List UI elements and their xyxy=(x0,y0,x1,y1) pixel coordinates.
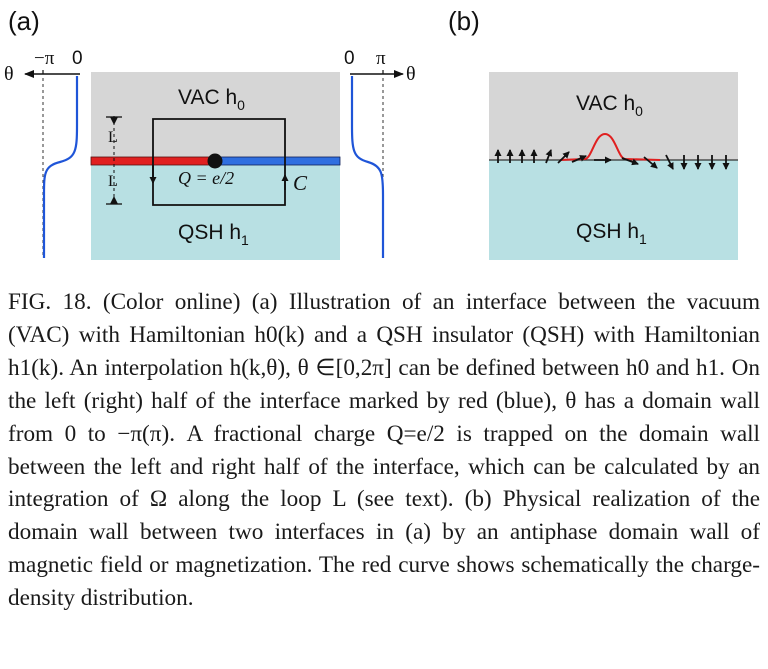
panel-b-label: (b) xyxy=(448,6,480,36)
figure-18: (a) −π 0 θ L L Q = e/2 C VAC h0 QSH h1 0… xyxy=(4,6,738,260)
panel-a-label: (a) xyxy=(8,6,40,36)
right-axis-pi: π xyxy=(376,48,386,69)
charge-density-curve xyxy=(559,132,661,161)
left-axis-minus-pi: −π xyxy=(34,48,55,69)
loop-dimension-markers: L L xyxy=(106,116,122,205)
right-theta-curve xyxy=(350,76,385,258)
panel-a-qsh-label: QSH h1 xyxy=(178,221,249,248)
charge-label: Q = e/2 xyxy=(178,168,234,188)
right-axis-theta: θ xyxy=(406,63,416,85)
right-interface-blue xyxy=(214,156,341,166)
loop-L-upper-label: L xyxy=(108,129,118,146)
integration-loop-C xyxy=(149,118,289,206)
figure-caption: FIG. 18. (Color online) (a) Illustration… xyxy=(8,286,760,615)
panel-a-vac-label: VAC h0 xyxy=(178,86,245,113)
left-theta-curve xyxy=(42,76,79,258)
panel-b-qsh-region xyxy=(489,160,738,260)
panel-b-qsh-label: QSH h1 xyxy=(576,220,647,247)
caption-text: FIG. 18. (Color online) (a) Illustration… xyxy=(8,289,760,612)
panel-a-vacuum-region xyxy=(91,72,340,162)
left-axis-zero: 0 xyxy=(72,48,83,69)
left-theta-axis: −π 0 θ xyxy=(4,48,83,258)
panel-a-qsh-region xyxy=(91,162,340,260)
domain-wall-charge-dot xyxy=(207,153,223,169)
right-axis-zero: 0 xyxy=(344,48,355,69)
loop-C-label: C xyxy=(293,171,308,195)
right-theta-axis: 0 π θ xyxy=(344,48,416,258)
left-axis-theta: θ xyxy=(4,63,14,85)
magnetization-arrows xyxy=(494,149,730,170)
loop-L-lower-label: L xyxy=(108,173,118,190)
panel-b-vac-label: VAC h0 xyxy=(576,92,643,119)
panel-b-vacuum-region xyxy=(489,72,738,160)
